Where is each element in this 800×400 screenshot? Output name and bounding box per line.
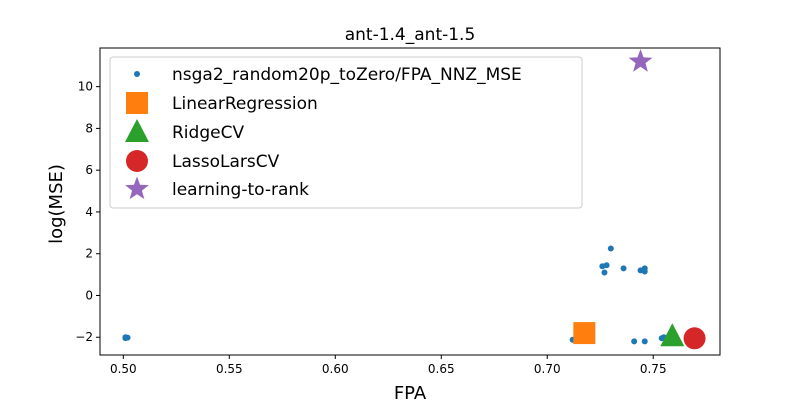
x-tick-label: 0.60 [322, 362, 349, 376]
x-tick-label: 0.70 [534, 362, 561, 376]
y-axis: −2 0 2 4 6 8 10 [75, 80, 100, 344]
legend-box [109, 56, 583, 209]
legend-label-2: RidgeCV [172, 123, 244, 143]
series-3-circle-point [683, 327, 706, 350]
y-tick-label: 8 [85, 121, 93, 135]
x-axis: 0.50 0.55 0.60 0.65 0.70 0.75 [110, 355, 667, 376]
series-0-dot-point [620, 265, 627, 272]
y-tick-label: 4 [85, 205, 93, 219]
series-0-dot-point [607, 245, 614, 252]
x-tick-label: 0.50 [110, 362, 137, 376]
y-tick-label: 6 [85, 163, 93, 177]
plot-area-frame [99, 47, 721, 356]
legend-marker-2 [125, 119, 149, 142]
chart-title: ant-1.4_ant-1.5 [345, 25, 476, 45]
legend-label-0: nsga2_random20p_toZero/FPA_NNZ_MSE [172, 65, 522, 85]
y-axis-label: log(MSE) [46, 164, 67, 244]
series-4-star-point [628, 49, 653, 72]
series-0-dot-point [603, 262, 610, 269]
legend-marker-0 [134, 71, 140, 77]
series-0-dot-point [122, 335, 129, 342]
legend-marker-1 [126, 92, 148, 114]
y-tick-label: 0 [85, 288, 93, 302]
y-tick-label: 2 [85, 247, 93, 261]
legend-marker-3 [126, 150, 148, 172]
legend: nsga2_random20p_toZero/FPA_NNZ_MSE Linear… [109, 56, 583, 209]
series-1-square-point [573, 322, 596, 345]
series-0-dot-point [641, 265, 648, 272]
x-axis-label: FPA [394, 383, 427, 400]
series-2-triangle-point [660, 323, 685, 347]
x-tick-label: 0.55 [216, 362, 243, 376]
y-tick-label: 10 [78, 80, 93, 94]
y-tick-label: −2 [75, 330, 93, 344]
series-0-dot-point [601, 269, 608, 276]
legend-marker-4 [125, 176, 149, 200]
x-tick-label: 0.75 [640, 362, 667, 376]
series-0-dot-point [631, 338, 638, 345]
legend-label-4: learning-to-rank [172, 180, 309, 200]
data-points [122, 49, 706, 350]
x-tick-label: 0.65 [428, 362, 455, 376]
legend-label-3: LassoLarsCV [172, 152, 280, 172]
series-0-dot-point [641, 338, 648, 345]
legend-label-1: LinearRegression [172, 94, 318, 114]
